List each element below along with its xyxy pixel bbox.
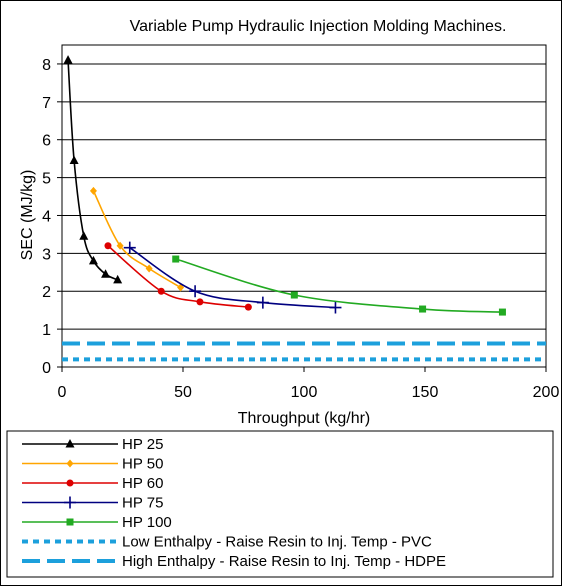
series-2: [104, 242, 252, 311]
data-point-4-3: [498, 308, 506, 316]
data-point-3-2: [256, 296, 269, 309]
data-point-2-3: [244, 303, 252, 311]
x-axis-title: Throughput (kg/hr): [238, 410, 371, 427]
data-point-0-4: [101, 269, 111, 278]
x-tick-label-4: 200: [533, 384, 560, 401]
legend-label-1: HP 50: [122, 456, 163, 473]
x-tick-label-1: 50: [174, 384, 192, 401]
y-tick-label-3: 3: [42, 246, 51, 263]
legend-marker-0: [65, 439, 75, 448]
legend-label-5: Low Enthalpy - Raise Resin to Inj. Temp …: [122, 534, 432, 551]
data-point-2-1: [157, 287, 165, 295]
data-point-0-3: [88, 255, 98, 265]
series-line-2: [107, 245, 249, 308]
series-0: [63, 55, 123, 284]
data-point-1-1: [116, 241, 124, 250]
data-point-4-2: [419, 305, 427, 313]
series-3: [123, 241, 342, 314]
legend-label-2: HP 60: [122, 475, 163, 492]
data-point-1-0: [89, 186, 97, 195]
y-tick-label-5: 5: [42, 171, 51, 188]
legend: HP 25 HP 50 HP 60 HP 75 HP 100 Low Enthalpy -…: [6, 430, 554, 578]
data-point-0-5: [113, 274, 123, 284]
series-1: [89, 186, 185, 292]
y-tick-label-0: 0: [42, 360, 51, 377]
data-point-1-2: [145, 264, 153, 273]
data-point-3-1: [189, 285, 202, 298]
series-line-3: [129, 247, 336, 309]
legend-marker-2: [66, 479, 74, 487]
y-tick-label-8: 8: [42, 57, 51, 74]
y-tick-label-2: 2: [42, 284, 51, 301]
data-point-0-0: [63, 55, 73, 64]
y-tick-label-6: 6: [42, 133, 51, 150]
plot-area: 0 1 2 3 4 5 6 7 8 0 50 100 150 200: [42, 44, 560, 401]
chart-title: Variable Pump Hydraulic Injection Moldin…: [130, 18, 507, 35]
y-tick-label-1: 1: [42, 322, 51, 339]
y-tick-label-7: 7: [42, 95, 51, 112]
data-point-0-1: [69, 155, 79, 165]
x-tick-label-0: 0: [58, 384, 67, 401]
x-tick-label-3: 150: [412, 384, 439, 401]
data-point-3-0: [123, 241, 136, 254]
data-point-2-0: [104, 242, 112, 250]
series-4: [172, 255, 506, 316]
legend-marker-1: [66, 459, 74, 468]
data-point-4-0: [172, 255, 180, 263]
legend-label-3: HP 75: [122, 495, 163, 512]
series-line-4: [175, 258, 503, 313]
y-tick-label-4: 4: [42, 208, 51, 225]
legend-label-6: High Enthalpy - Raise Resin to Inj. Temp…: [122, 553, 446, 570]
data-point-4-1: [290, 291, 298, 299]
legend-label-0: HP 25: [122, 436, 163, 453]
legend-box: [6, 430, 554, 578]
legend-marker-4: [66, 518, 74, 526]
series-line-1: [92, 190, 181, 289]
legend-label-4: HP 100: [122, 514, 172, 531]
y-axis-title: SEC (MJ/kg): [19, 170, 36, 261]
data-point-2-2: [196, 298, 204, 306]
data-point-3-3: [329, 301, 342, 314]
legend-marker-3: [64, 496, 76, 509]
x-tick-label-2: 100: [291, 384, 318, 401]
data-point-0-2: [79, 231, 89, 240]
